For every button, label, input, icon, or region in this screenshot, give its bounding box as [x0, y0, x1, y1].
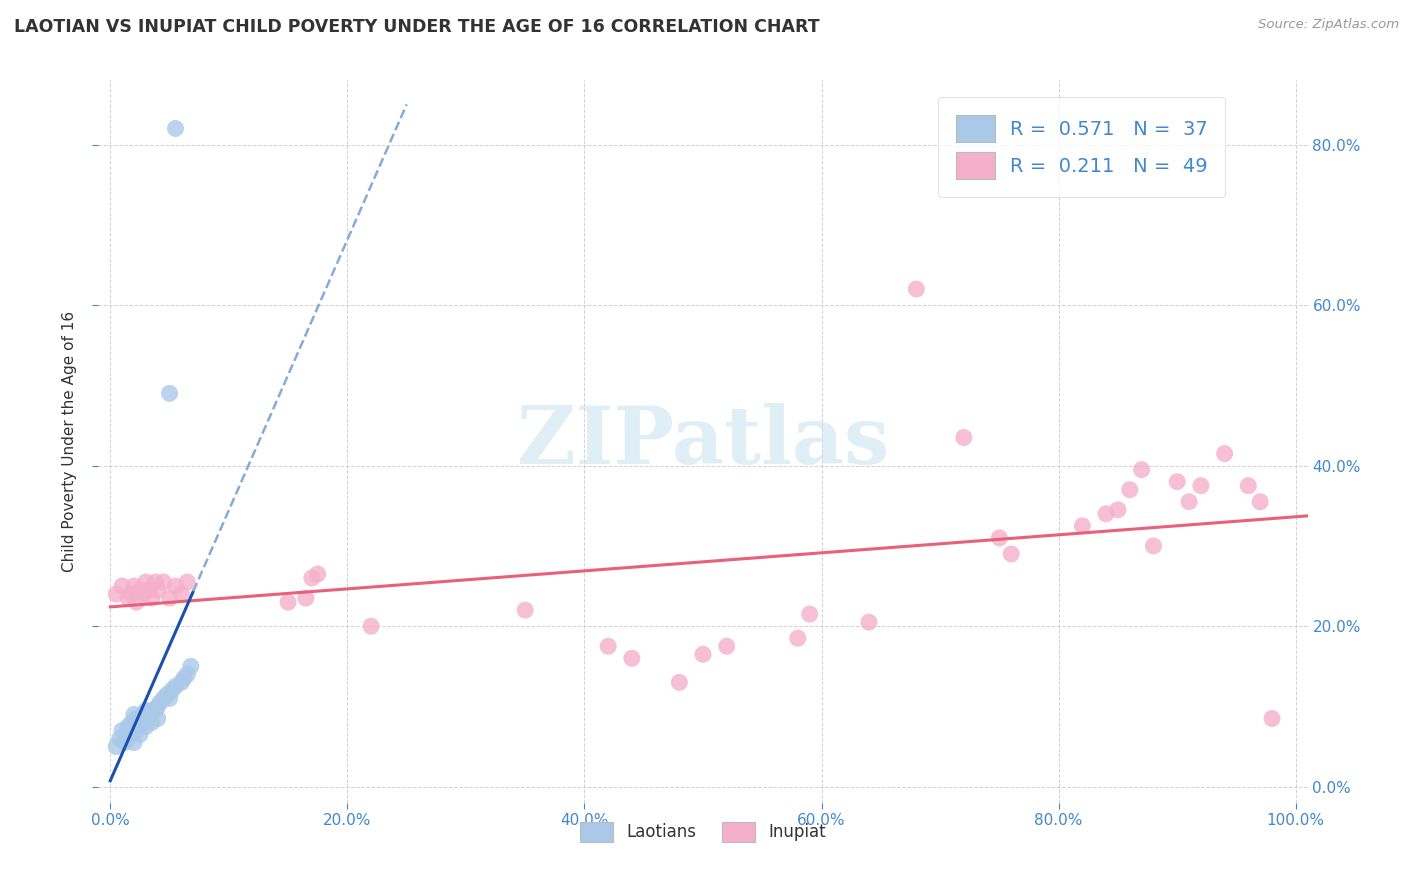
Point [176, 574, 198, 589]
Point [152, 691, 174, 706]
Point [170, 587, 193, 601]
Point [165, 579, 187, 593]
Point [620, 651, 643, 665]
Point [122, 735, 145, 749]
Point [159, 386, 181, 401]
Point [1166, 475, 1188, 489]
Point [114, 728, 136, 742]
Point [295, 591, 318, 606]
Point [117, 731, 139, 746]
Point [146, 583, 169, 598]
Point [111, 723, 134, 738]
Point [129, 583, 152, 598]
Point [360, 619, 382, 633]
Point [1095, 507, 1118, 521]
Point [988, 531, 1011, 545]
Point [135, 703, 157, 717]
Y-axis label: Child Poverty Under the Age of 16: Child Poverty Under the Age of 16 [62, 311, 77, 572]
Point [176, 667, 198, 681]
Point [598, 639, 620, 653]
Point [127, 719, 149, 733]
Point [129, 728, 152, 742]
Point [1213, 446, 1236, 460]
Point [141, 703, 163, 717]
Point [111, 579, 134, 593]
Point [170, 675, 193, 690]
Point [1261, 712, 1284, 726]
Point [1000, 547, 1022, 561]
Point [1189, 478, 1212, 492]
Point [277, 595, 299, 609]
Point [132, 587, 155, 601]
Point [799, 607, 821, 621]
Point [105, 739, 128, 754]
Point [141, 591, 163, 606]
Point [301, 571, 323, 585]
Point [146, 699, 169, 714]
Point [105, 587, 128, 601]
Point [125, 712, 148, 726]
Point [122, 579, 145, 593]
Point [117, 591, 139, 606]
Point [141, 715, 163, 730]
Point [135, 719, 157, 733]
Point [180, 659, 202, 673]
Point [129, 715, 152, 730]
Point [156, 687, 179, 701]
Point [668, 675, 690, 690]
Point [692, 648, 714, 662]
Point [149, 696, 172, 710]
Point [125, 723, 148, 738]
Point [858, 615, 880, 630]
Point [1178, 494, 1201, 508]
Point [122, 707, 145, 722]
Point [1071, 518, 1094, 533]
Point [135, 574, 157, 589]
Point [108, 731, 131, 746]
Point [1107, 502, 1129, 516]
Point [146, 712, 169, 726]
Point [1119, 483, 1142, 497]
Point [1237, 478, 1260, 492]
Point [1130, 462, 1153, 476]
Point [136, 712, 159, 726]
Point [716, 639, 738, 653]
Legend: Laotians, Inupiat: Laotians, Inupiat [574, 815, 832, 848]
Point [173, 671, 195, 685]
Point [117, 719, 139, 733]
Point [786, 632, 808, 646]
Point [159, 691, 181, 706]
Point [114, 735, 136, 749]
Point [138, 707, 160, 722]
Point [121, 715, 143, 730]
Point [1249, 494, 1271, 508]
Point [165, 680, 187, 694]
Text: LAOTIAN VS INUPIAT CHILD POVERTY UNDER THE AGE OF 16 CORRELATION CHART: LAOTIAN VS INUPIAT CHILD POVERTY UNDER T… [14, 18, 820, 36]
Point [307, 567, 329, 582]
Point [165, 121, 187, 136]
Point [152, 574, 174, 589]
Point [143, 574, 166, 589]
Point [515, 603, 537, 617]
Text: ZIPatlas: ZIPatlas [517, 402, 889, 481]
Point [905, 282, 928, 296]
Point [160, 683, 183, 698]
Point [132, 707, 155, 722]
Point [952, 430, 974, 444]
Point [136, 583, 159, 598]
Point [159, 591, 181, 606]
Point [143, 703, 166, 717]
Point [121, 587, 143, 601]
Text: Source: ZipAtlas.com: Source: ZipAtlas.com [1258, 18, 1399, 31]
Point [125, 595, 148, 609]
Point [1142, 539, 1164, 553]
